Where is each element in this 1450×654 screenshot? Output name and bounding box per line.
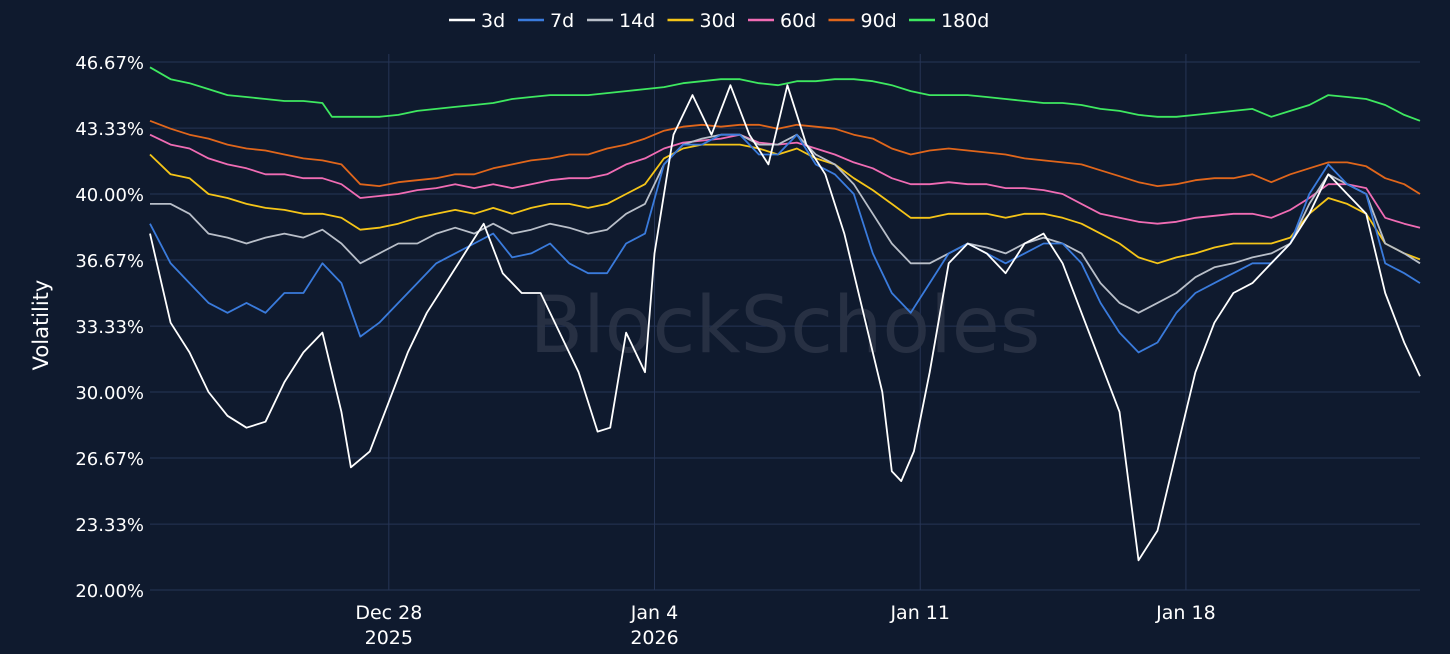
legend-item-90d[interactable]: 90d bbox=[828, 10, 897, 32]
y-axis-tick-labels: 20.00% 23.33% 26.67% 30.00% 33.33% 36.67% 40.0… bbox=[75, 53, 144, 602]
legend-item-7d[interactable]: 7d bbox=[518, 10, 574, 32]
series-line-14d bbox=[150, 133, 1421, 314]
y-tick-label: 43.33% bbox=[75, 119, 144, 140]
legend-item-30d[interactable]: 30d bbox=[667, 10, 736, 32]
y-axis-label: Volatility bbox=[29, 280, 53, 371]
legend-label: 3d bbox=[481, 10, 505, 32]
series-line-180d bbox=[149, 66, 1421, 122]
x-tick-label: Jan 18 bbox=[1155, 602, 1216, 624]
legend-label: 14d bbox=[619, 10, 655, 32]
y-tick-label: 20.00% bbox=[75, 581, 144, 602]
legend-item-180d[interactable]: 180d bbox=[909, 10, 989, 32]
series-line-30d bbox=[149, 143, 1421, 265]
legend-label: 90d bbox=[861, 10, 897, 32]
y-tick-label: 40.00% bbox=[75, 185, 144, 206]
x-tick-label: Jan 11 bbox=[889, 602, 950, 624]
y-tick-label: 33.33% bbox=[75, 317, 144, 338]
x-tick-label: Jan 4 bbox=[630, 602, 678, 624]
x-tick-year-label: 2025 bbox=[365, 627, 413, 649]
y-tick-label: 46.67% bbox=[75, 53, 144, 74]
y-tick-label: 26.67% bbox=[75, 449, 144, 470]
y-tick-label: 23.33% bbox=[75, 515, 144, 536]
series-line-90d bbox=[149, 119, 1421, 195]
series-line-7d bbox=[149, 133, 1421, 354]
legend-item-14d[interactable]: 14d bbox=[587, 10, 655, 32]
legend-label: 60d bbox=[780, 10, 816, 32]
legend-item-60d[interactable]: 60d bbox=[748, 10, 816, 32]
legend-item-3d[interactable]: 3d bbox=[449, 10, 505, 32]
series-lines bbox=[149, 66, 1421, 562]
legend-label: 30d bbox=[700, 10, 736, 32]
y-tick-label: 36.67% bbox=[75, 251, 144, 272]
legend[interactable]: 3d 7d 14d 30d 60d 90d 180d bbox=[449, 10, 989, 32]
y-tick-label: 30.00% bbox=[75, 383, 144, 404]
legend-label: 7d bbox=[550, 10, 574, 32]
x-axis-tick-labels: Dec 28 2025 Jan 4 2026 Jan 11 Jan 18 bbox=[355, 602, 1215, 649]
x-tick-label: Dec 28 bbox=[355, 602, 422, 624]
series-line-3d bbox=[149, 84, 1421, 562]
watermark-text: BlockScholes bbox=[530, 281, 1041, 371]
legend-label: 180d bbox=[941, 10, 989, 32]
x-tick-year-label: 2026 bbox=[630, 627, 678, 649]
